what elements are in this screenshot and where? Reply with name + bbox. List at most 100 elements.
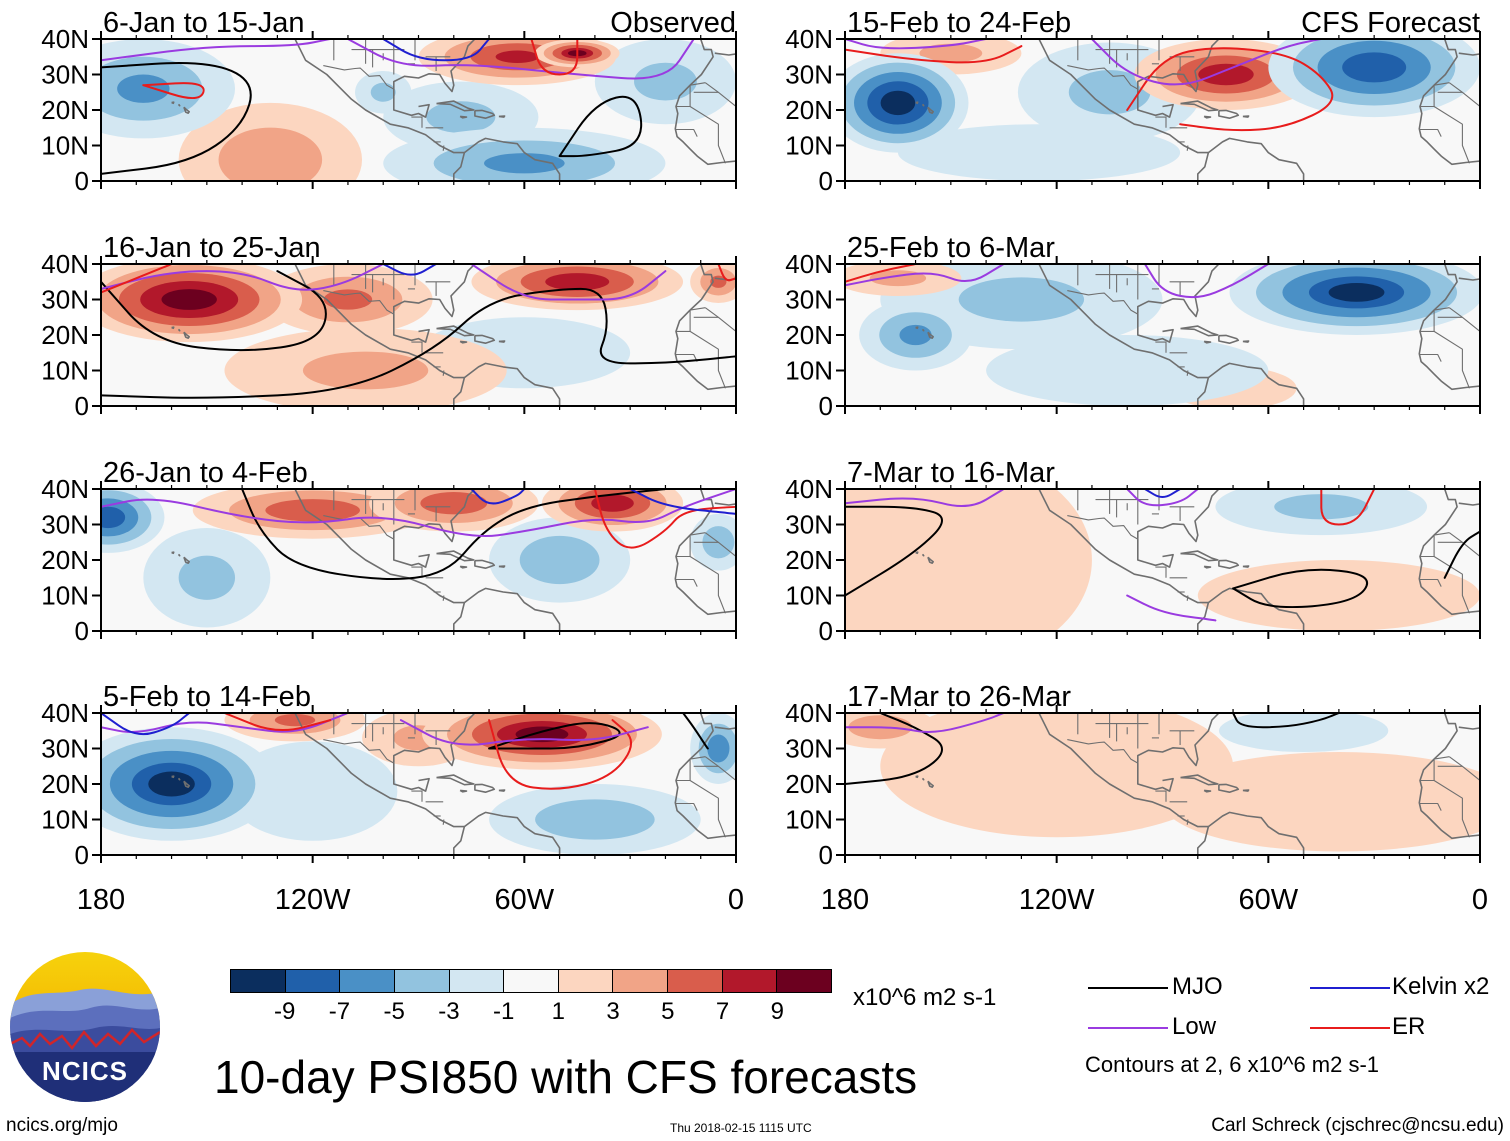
coastline (171, 551, 175, 555)
coastline (922, 553, 925, 557)
coastline (915, 101, 919, 105)
y-tick-label: 20N (785, 769, 833, 799)
wave-contours (845, 489, 1480, 622)
coastline (294, 713, 465, 828)
y-tick-label: 20N (41, 769, 89, 799)
coastline (1180, 100, 1219, 112)
y-tick-label: 40N (41, 474, 89, 504)
coastline (436, 550, 475, 562)
y-tick-label: 20N (41, 545, 89, 575)
panel-8: 40N 30N 20N 10N 0 17-Mar to 26-Mar 180 120W 60W 0 (785, 681, 1488, 916)
y-tick-label: 20N (785, 320, 833, 350)
low-contour (399, 719, 649, 746)
wave-contours (101, 489, 736, 580)
colorbar-swatch (231, 970, 286, 992)
panel-source-label: CFS Forecast (1301, 7, 1480, 39)
x-tick-label: 180 (821, 884, 869, 916)
panel-period-label: 5-Feb to 14-Feb (103, 681, 311, 713)
figure-canvas: 40N 30N 20N 10N 0 6-Jan to 15-Jan Observed 40N 3… (41, 7, 1488, 916)
coastline (1458, 726, 1480, 730)
coastline (1458, 502, 1480, 506)
panel-source-label: Observed (610, 7, 736, 39)
coastline (927, 331, 934, 339)
coastline (393, 264, 476, 318)
coastline (171, 326, 175, 330)
mjo-contour (682, 713, 709, 750)
coastlines (171, 264, 736, 406)
coastline (463, 137, 561, 181)
y-tick-label: 30N (41, 734, 89, 764)
coastline (1218, 334, 1240, 344)
political-border (442, 819, 445, 825)
y-tick-label: 0 (75, 840, 89, 870)
er-contour (717, 264, 736, 282)
coastline (183, 556, 190, 564)
panel-5: 40N 30N 20N 10N 0 15-Feb to 24-Feb CFS Forecas… (785, 7, 1481, 196)
colorbar-tick-label: 3 (606, 998, 620, 1025)
low-contour (1126, 594, 1217, 622)
x-tick-label: 0 (728, 884, 744, 916)
legend-kelvin-label: Kelvin x2 (1392, 973, 1490, 1000)
coastline (459, 115, 468, 119)
coastline (459, 565, 468, 569)
coastline (915, 326, 919, 330)
political-border (1186, 595, 1189, 601)
anomaly-blob (707, 734, 730, 763)
coastlines (915, 264, 1480, 406)
y-tick-label: 30N (41, 510, 89, 540)
anomaly-blob (302, 351, 429, 390)
political-border (1155, 341, 1167, 353)
anomaly-blob (634, 62, 697, 101)
low-contour (845, 489, 1005, 508)
panel-3: 40N 30N 20N 10N 0 26-Jan to 4-Feb (41, 457, 737, 646)
anomaly-blob (274, 714, 316, 727)
y-tick-label: 0 (819, 391, 833, 421)
anomaly-blob (1198, 63, 1254, 86)
political-border (689, 106, 726, 164)
y-tick-label: 40N (41, 698, 89, 728)
low-contour (101, 39, 332, 62)
political-border (1067, 290, 1139, 315)
anomaly-field (101, 39, 736, 181)
political-border (1067, 739, 1139, 764)
coastline (922, 103, 925, 107)
coastline (1180, 774, 1219, 786)
coastline (1242, 115, 1250, 118)
coastlines (915, 489, 1480, 631)
mjo-contour (845, 713, 943, 785)
colorbar-swatch (613, 970, 669, 992)
political-border (1186, 370, 1189, 376)
anomaly-blob (958, 277, 1085, 322)
y-tick-label: 10N (41, 805, 89, 835)
political-border (1155, 790, 1167, 802)
political-border (689, 330, 726, 389)
anomaly-field (845, 264, 1480, 406)
coastline (1458, 277, 1480, 281)
mjo-contour (845, 505, 943, 597)
coastline (463, 362, 561, 406)
colorbar-tick-label: -5 (383, 998, 405, 1025)
anomaly-blob (218, 127, 323, 181)
anomaly-blob (148, 771, 195, 797)
footer-credit: Carl Schreck (cjschrec@ncsu.edu) (1211, 1115, 1504, 1136)
er-contour (488, 719, 633, 790)
political-border (1186, 819, 1189, 825)
coastline (1203, 340, 1212, 344)
coastline (474, 334, 496, 344)
coastline (498, 115, 506, 118)
anomaly-blob (265, 499, 360, 522)
chart-title: 10-day PSI850 with CFS forecasts (214, 1051, 918, 1103)
political-border (676, 578, 698, 587)
coastline (674, 713, 736, 840)
colorbar-tick-label: 9 (770, 998, 784, 1025)
mjo-contour (241, 489, 667, 580)
coastline (436, 100, 475, 112)
low-contour (845, 713, 1005, 733)
political-border (676, 307, 706, 332)
political-border (1420, 802, 1442, 811)
political-border (1433, 556, 1470, 614)
coastline (1242, 340, 1250, 343)
contour-note: Contours at 2, 6 x10^6 m2 s-1 (1085, 1052, 1380, 1077)
coastline (1180, 325, 1219, 337)
x-tick-label: 120W (275, 884, 351, 916)
